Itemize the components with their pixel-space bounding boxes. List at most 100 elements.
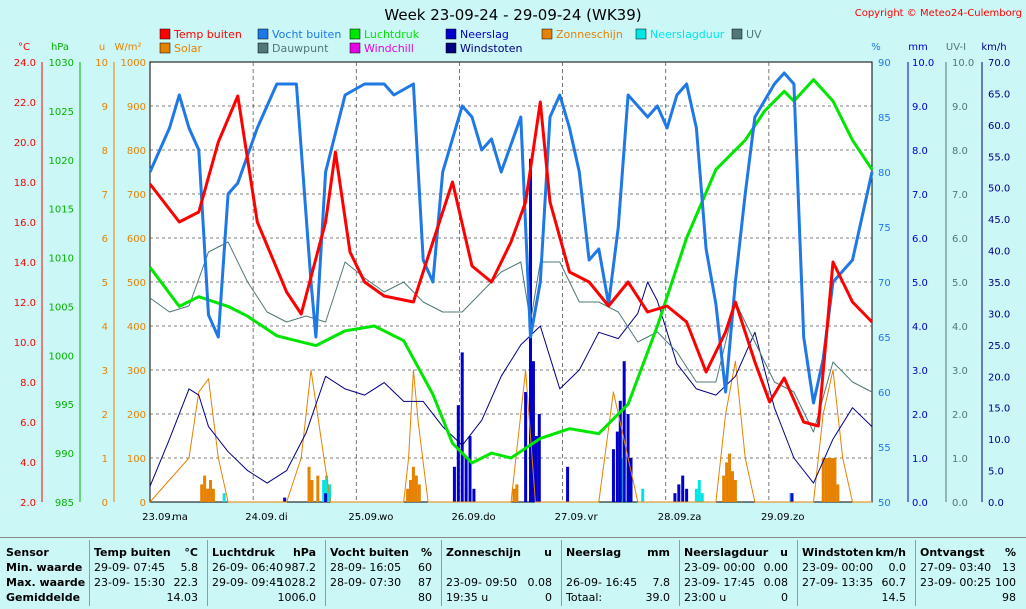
humidity-axis-tick: 60: [878, 388, 891, 399]
legend-swatch: [445, 42, 457, 54]
rain-axis-tick: 6.0: [912, 234, 928, 245]
stats-value: 13: [1002, 561, 1016, 574]
stats-value: 80: [418, 591, 432, 604]
solar-axis-tick: 100: [127, 454, 146, 465]
sun-axis-tick: 1: [102, 454, 108, 465]
stats-row-label: Gemiddelde: [6, 591, 81, 604]
stats-col-unit: %: [1004, 546, 1016, 559]
sun-axis-tick: 9: [102, 102, 108, 113]
wind-axis-tick: 35.0: [988, 278, 1010, 289]
wind-axis-unit: km/h: [981, 42, 1006, 53]
solar-axis-tick: 600: [127, 234, 146, 245]
legend-item: Windchill: [364, 42, 414, 55]
sunshine-bar: [512, 488, 516, 502]
stats-col-title: Neerslagduur: [684, 546, 769, 559]
sun-axis-tick: 8: [102, 146, 108, 157]
stats-time: 28-09- 07:30: [330, 576, 402, 589]
x-tick-day: vr: [588, 512, 599, 523]
pressure-axis-tick: 1005: [49, 302, 74, 313]
rain-bar: [324, 493, 328, 502]
sunshine-bar: [203, 475, 207, 502]
temp-line: [148, 94, 874, 428]
rain-bar: [452, 466, 456, 502]
sunshine-bar: [722, 475, 726, 502]
pressure-axis-tick: 1010: [49, 254, 74, 265]
legend-item: Zonneschijn: [556, 28, 623, 41]
rain-bar: [283, 497, 287, 502]
pressure-axis-tick: 1000: [49, 351, 74, 362]
stats-col-unit: u: [780, 546, 788, 559]
solar-axis-unit: W/m²: [114, 42, 141, 53]
pressure-axis-tick: 1030: [49, 58, 74, 69]
rain-axis-tick: 4.0: [912, 322, 928, 333]
rain-bar: [685, 488, 689, 502]
stats-separator: [915, 540, 916, 606]
stats-col-title: Temp buiten: [94, 546, 171, 559]
stats-separator: [441, 540, 442, 606]
x-tick-day: wo: [379, 512, 393, 523]
pressure-axis-tick: 990: [55, 449, 74, 460]
uv-axis-unit: UV-I: [946, 42, 966, 53]
x-tick-day: zo: [793, 512, 804, 523]
stats-col-title: Zonneschijn: [446, 546, 521, 559]
solar-axis-tick: 900: [127, 102, 146, 113]
rain-duration-bar: [700, 493, 704, 502]
sunshine-bar: [730, 471, 734, 502]
wind-axis-tick: 30.0: [988, 309, 1010, 320]
sunshine-bar: [208, 480, 212, 502]
sunshine-bar: [310, 480, 314, 502]
rain-duration-bar: [694, 488, 698, 502]
stats-separator: [679, 540, 680, 606]
legend-swatch: [635, 28, 647, 40]
stats-value: 0.00: [763, 561, 789, 574]
wind-axis-tick: 25.0: [988, 341, 1010, 352]
stats-separator: [207, 540, 208, 606]
x-tick-label: 26.09.: [452, 512, 484, 523]
x-tick-label: 25.09.: [348, 512, 380, 523]
stats-col-title: Ontvangst: [920, 546, 985, 559]
pressure-axis-tick: 995: [55, 400, 74, 411]
humidity-axis-tick: 55: [878, 443, 891, 454]
x-tick-day: do: [483, 512, 495, 523]
stats-time: 26-09- 16:45: [566, 576, 638, 589]
sun-axis-tick: 10: [95, 58, 108, 69]
stats-value: 98: [1002, 591, 1016, 604]
stats-col-title: Vocht buiten: [330, 546, 409, 559]
sun-axis-tick: 4: [102, 322, 108, 333]
sunshine-bar: [836, 484, 840, 502]
pressure-axis-tick: 1025: [49, 107, 74, 118]
sun-axis-unit: u: [99, 42, 105, 53]
humidity-axis-tick: 85: [878, 113, 891, 124]
legend-swatch: [349, 28, 361, 40]
solar-axis-tick: 500: [127, 278, 146, 289]
rain-bar: [673, 493, 677, 502]
sunshine-bar: [515, 484, 519, 502]
wind-axis-tick: 60.0: [988, 121, 1010, 132]
rain-axis-unit: mm: [908, 42, 927, 53]
stats-value: 1028.2: [277, 576, 317, 589]
rain-axis-tick: 5.0: [912, 278, 928, 289]
legend-swatch: [445, 28, 457, 40]
sunshine-bar: [824, 458, 828, 502]
wind-axis-tick: 5.0: [988, 467, 1004, 478]
stats-time: 27-09- 03:40: [920, 561, 992, 574]
rain-bar: [611, 449, 615, 502]
legend-item: Dauwpunt: [272, 42, 329, 55]
uv-axis-tick: 4.0: [952, 322, 968, 333]
temp-axis-tick: 6.0: [20, 418, 36, 429]
stats-col-unit: %: [420, 546, 432, 559]
stats-value: 987.2: [284, 561, 317, 574]
wind-axis-tick: 40.0: [988, 247, 1010, 258]
legend-swatch: [257, 42, 269, 54]
sunshine-bar: [414, 475, 418, 502]
temp-axis-tick: 8.0: [20, 378, 36, 389]
legend-item: Solar: [174, 42, 203, 55]
temp-axis-tick: 20.0: [14, 138, 36, 149]
sunshine-bar: [200, 484, 204, 502]
sunshine-bar: [411, 466, 415, 502]
rain-bar: [537, 414, 541, 502]
sun-axis-tick: 3: [102, 366, 108, 377]
rain-bar: [534, 436, 538, 502]
sunshine-bar: [833, 458, 837, 502]
wind-axis-tick: 45.0: [988, 215, 1010, 226]
